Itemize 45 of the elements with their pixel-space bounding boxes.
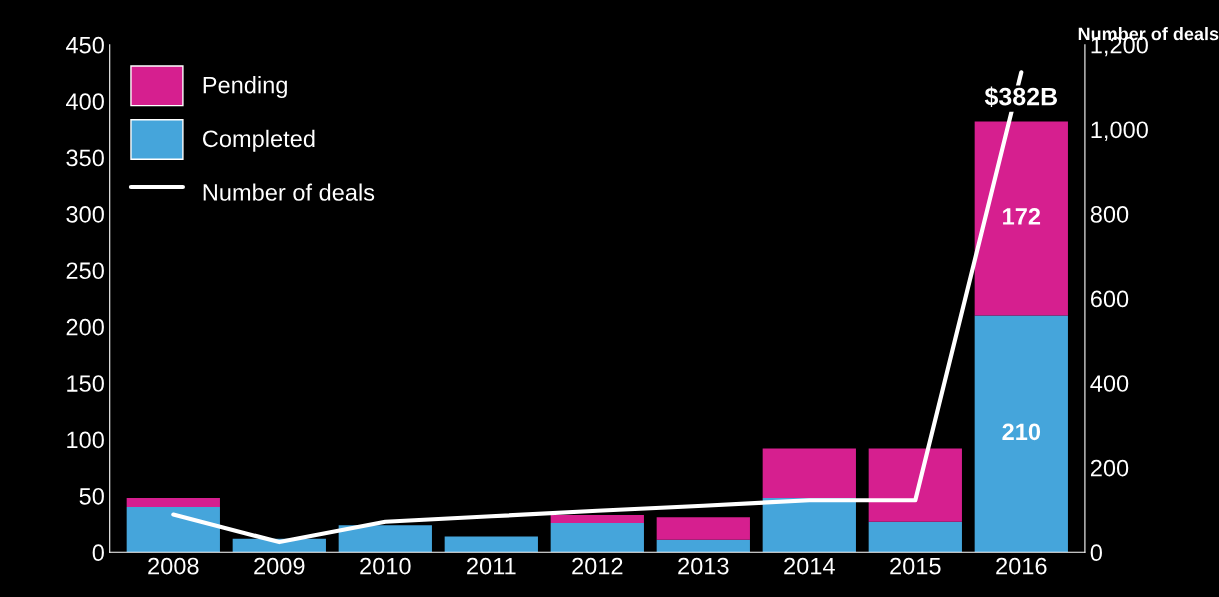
- y2-tick-label: 200: [1090, 459, 1129, 477]
- x-tick-label: 2014: [784, 557, 835, 575]
- bar: [762, 498, 856, 553]
- bar: [974, 315, 1068, 553]
- x-tick-label: 2008: [148, 557, 199, 575]
- y2-tick-label: 800: [1090, 205, 1129, 223]
- bar: [338, 525, 432, 553]
- y2-tick-label: 400: [1090, 375, 1129, 392]
- bar: [762, 448, 856, 499]
- y-tick-label: 200: [66, 318, 104, 336]
- bar: [868, 521, 962, 553]
- x-tick-label: 2010: [360, 557, 411, 575]
- legend-label: Number of deals: [203, 183, 375, 201]
- x-tick-label: 2009: [254, 557, 305, 575]
- y-tick-label: 50: [79, 487, 104, 505]
- x-tick-label: 2013: [678, 557, 729, 575]
- legend-label: Pending: [203, 76, 287, 99]
- y-tick-label: 150: [67, 375, 104, 392]
- data-label: 210: [1002, 423, 1041, 441]
- bar: [126, 507, 220, 553]
- legend-label: Completed: [202, 129, 315, 152]
- bar: [550, 522, 644, 553]
- bar: [126, 498, 220, 508]
- x-tick-label: 2015: [890, 557, 941, 575]
- bar: [656, 517, 750, 540]
- x-tick-label: 2016: [996, 557, 1047, 575]
- y-tick-label: 250: [66, 262, 104, 280]
- y2-tick-label: 1,000: [1091, 121, 1148, 141]
- y-tick-label: 300: [66, 205, 104, 223]
- x-tick-label: 2012: [572, 557, 623, 575]
- y-tick-label: 400: [66, 93, 104, 110]
- bar: [974, 121, 1068, 316]
- y-tick-label: 100: [67, 431, 104, 449]
- bar: [868, 448, 962, 522]
- y2-tick-label: 0: [1090, 544, 1102, 562]
- x-tick-label: 2011: [467, 557, 516, 575]
- bar: [550, 515, 644, 523]
- bar: [444, 536, 538, 553]
- y-tick-label: 350: [66, 149, 104, 167]
- y2-tick-label: 600: [1090, 290, 1129, 308]
- data-label: 172: [1003, 208, 1041, 225]
- y-tick-label: 450: [66, 36, 104, 54]
- bar: [656, 539, 750, 553]
- y-tick-label: 0: [92, 544, 104, 562]
- annotation: $382B: [984, 86, 1058, 108]
